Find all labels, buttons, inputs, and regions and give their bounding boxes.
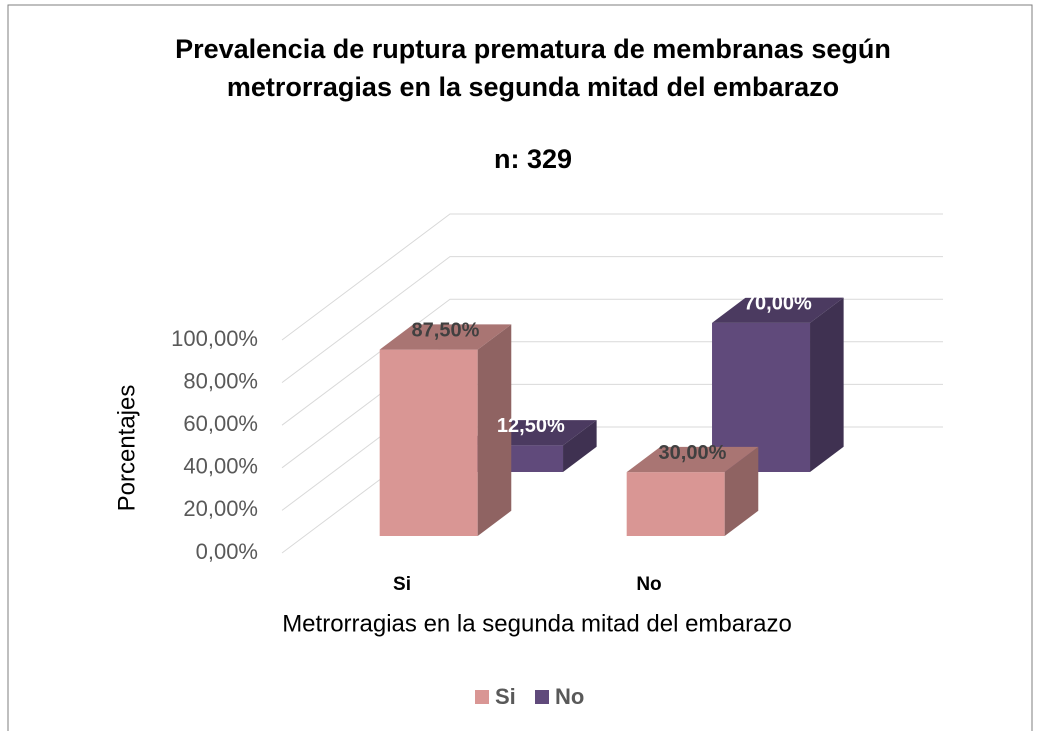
legend-swatch [535,690,549,704]
bar-top [712,297,844,323]
data-label: 87,50% [412,319,480,341]
legend-label: No [555,684,584,709]
y-tick-label: 0,00% [196,539,258,564]
chart-subtitle: n: 329 [493,144,573,174]
x-tick-label: No [636,574,661,595]
bar-side [810,297,844,472]
x-tick-label: Si [393,574,411,595]
y-tick-label: 60,00% [183,411,258,436]
y-tick-label: 100,00% [171,326,258,351]
bar [712,297,844,472]
y-tick-label: 20,00% [183,496,258,521]
data-label: 12,50% [497,415,565,437]
y-tick-label: 40,00% [183,454,258,479]
bar-side [724,446,759,536]
bar-side [563,420,597,472]
data-label: 70,00% [744,293,812,315]
bar-top [626,446,759,473]
grid-line [281,256,943,384]
legend-swatch [475,690,489,704]
grid-line [281,213,943,341]
bar [626,446,759,536]
bar-side [477,324,512,536]
bar-top [379,324,512,350]
y-axis-title: Porcentajes [113,385,140,512]
y-tick-label: 80,00% [183,368,258,393]
bar [379,324,512,536]
chart-border [7,4,1033,731]
bar-front [626,472,725,536]
data-label: 30,00% [659,442,727,464]
x-axis-title: Metrorragias en la segunda mitad del emb… [282,610,792,637]
chart-title: Prevalencia de ruptura prematura de memb… [175,34,891,102]
bar-front [712,322,811,472]
legend-label: Si [495,684,516,709]
bar-front [379,349,478,536]
